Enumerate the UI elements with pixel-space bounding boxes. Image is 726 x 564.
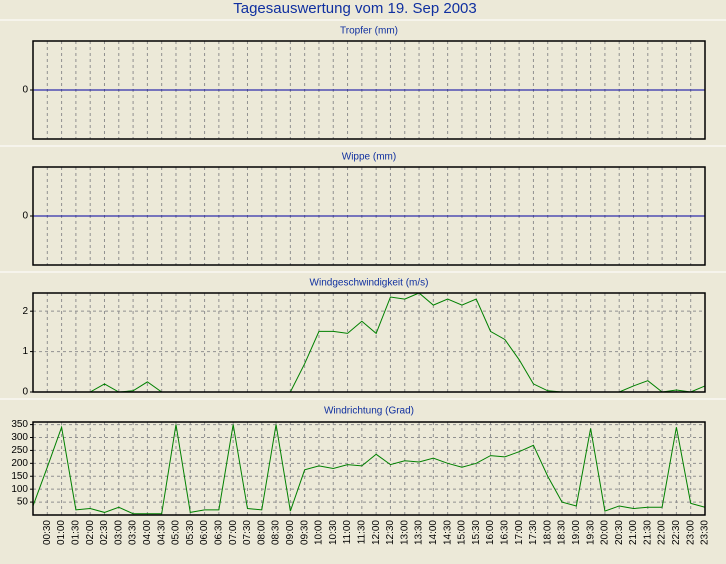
x-tick-label: 20:30 [614, 520, 625, 545]
y-tick-label: 300 [11, 432, 28, 443]
y-tick-label: 100 [11, 484, 28, 495]
x-tick-label: 05:30 [185, 520, 196, 545]
x-tick-label: 01:00 [56, 520, 67, 545]
plot-area [33, 422, 705, 515]
x-tick-label: 19:30 [585, 520, 596, 545]
x-tick-label: 10:00 [314, 520, 325, 545]
y-tick-label: 1 [22, 346, 28, 357]
plot-frame [32, 40, 706, 140]
y-tick-label: 0 [22, 85, 28, 96]
plot-frame [32, 292, 706, 393]
x-tick-label: 10:30 [328, 520, 339, 545]
y-tick-label: 250 [11, 445, 28, 456]
x-tick-label: 18:30 [557, 520, 568, 545]
x-tick-label: 22:30 [671, 520, 682, 545]
x-tick-label: 17:30 [528, 520, 539, 545]
x-tick-label: 06:30 [214, 520, 225, 545]
x-tick-label: 16:00 [485, 520, 496, 545]
y-tick-label: 0 [22, 211, 28, 222]
x-tick-label: 18:00 [542, 520, 553, 545]
x-tick-label: 04:30 [156, 520, 167, 545]
x-tick-label: 21:30 [642, 520, 653, 545]
y-tick-label: 150 [11, 471, 28, 482]
x-tick-label: 00:30 [42, 520, 53, 545]
x-tick-label: 01:30 [71, 520, 82, 545]
x-tick-label: 13:00 [399, 520, 410, 545]
x-tick-label: 15:00 [457, 520, 468, 545]
x-tick-label: 17:00 [514, 520, 525, 545]
page-title: Tagesauswertung vom 19. Sep 2003 [233, 0, 477, 17]
x-tick-label: 23:30 [700, 520, 711, 545]
plot-area [33, 293, 705, 392]
y-tick-label: 2 [22, 306, 28, 317]
x-tick-label: 16:30 [499, 520, 510, 545]
x-tick-label: 19:00 [571, 520, 582, 545]
x-tick-label: 21:00 [628, 520, 639, 545]
x-tick-label: 08:00 [256, 520, 267, 545]
x-tick-label: 11:30 [356, 520, 367, 545]
x-tick-label: 12:30 [385, 520, 396, 545]
x-tick-label: 14:00 [428, 520, 439, 545]
panel-title: Windrichtung (Grad) [324, 406, 414, 417]
data-line [32, 424, 706, 515]
panel-title: Windgeschwindigkeit (m/s) [310, 278, 429, 289]
y-tick-label: 50 [17, 497, 29, 508]
x-tick-label: 23:00 [685, 520, 696, 545]
panel-title: Tropfer (mm) [340, 26, 398, 37]
plot-frame [32, 166, 706, 266]
x-tick-label: 02:30 [99, 520, 110, 545]
x-tick-label: 20:00 [600, 520, 611, 545]
plot-frame [32, 421, 706, 516]
x-tick-label: 02:00 [85, 520, 96, 545]
x-tick-label: 09:00 [285, 520, 296, 545]
x-tick-label: 12:00 [371, 520, 382, 545]
x-tick-label: 04:00 [142, 520, 153, 545]
x-tick-label: 13:30 [414, 520, 425, 545]
x-tick-label: 15:30 [471, 520, 482, 545]
x-tick-label: 03:30 [128, 520, 139, 545]
y-tick-label: 0 [22, 387, 28, 398]
panel-title: Wippe (mm) [342, 152, 396, 163]
x-tick-label: 05:00 [171, 520, 182, 545]
y-tick-label: 350 [11, 419, 28, 430]
x-tick-label: 03:00 [113, 520, 124, 545]
x-tick-label: 07:30 [242, 520, 253, 545]
x-tick-label: 07:00 [228, 520, 239, 545]
y-tick-label: 200 [11, 458, 28, 469]
x-tick-label: 09:30 [299, 520, 310, 545]
x-tick-label: 14:30 [442, 520, 453, 545]
x-tick-label: 22:00 [657, 520, 668, 545]
x-tick-label: 08:30 [271, 520, 282, 545]
x-tick-label: 06:00 [199, 520, 210, 545]
x-tick-label: 11:00 [342, 520, 353, 545]
